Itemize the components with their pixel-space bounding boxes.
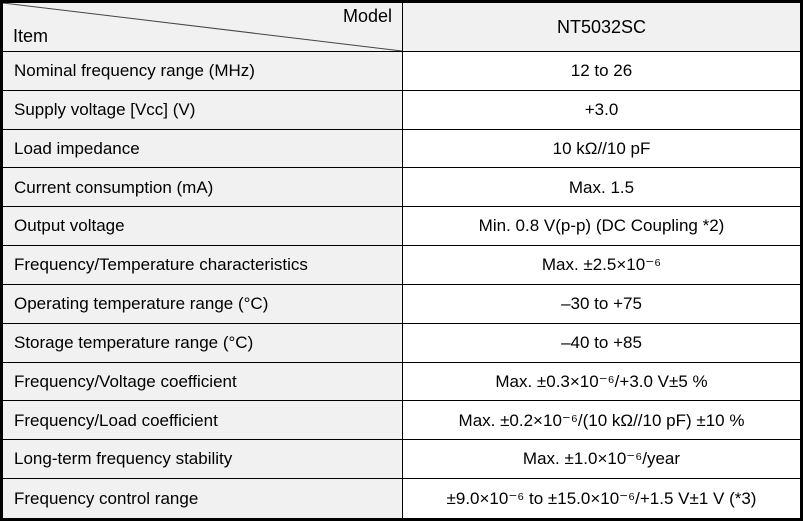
item-cell-load-impedance: Load impedance [3,129,403,169]
item-cell-supply-voltage: Supply voltage [Vᴄᴄ] (V) [3,90,403,130]
value-cell-frequency-voltage-coefficient: Max. ±0.3×10⁻⁶/+3.0 V±5 % [403,362,800,402]
value-cell-long-term-frequency-stability: Max. ±1.0×10⁻⁶/year [403,440,800,480]
value-cell-current-consumption: Max. 1.5 [403,168,800,208]
header-model-name: NT5032SC [403,3,800,52]
item-cell-frequency-temperature-characteristics: Frequency/Temperature characteristics [3,246,403,285]
item-cell-frequency-control-range: Frequency control range [3,479,403,518]
value-cell-operating-temperature-range: –30 to +75 [403,284,800,324]
header-item-label: Item [13,26,49,46]
value-cell-supply-voltage: +3.0 [403,90,800,130]
item-cell-frequency-load-coefficient: Frequency/Load coefficient [3,401,403,441]
item-cell-frequency-voltage-coefficient: Frequency/Voltage coefficient [3,362,403,402]
header-corner-cell: Model Item [3,3,403,52]
item-cell-long-term-frequency-stability: Long-term frequency stability [3,440,403,480]
header-model-label: Model [342,6,392,26]
value-cell-output-voltage: Min. 0.8 V(p-p) (DC Coupling *2) [403,207,800,247]
value-cell-frequency-load-coefficient: Max. ±0.2×10⁻⁶/(10 kΩ//10 pF) ±10 % [403,401,800,441]
item-cell-current-consumption: Current consumption (mA) [3,168,403,208]
item-cell-output-voltage: Output voltage [3,207,403,247]
value-cell-load-impedance: 10 kΩ//10 pF [403,129,800,169]
value-cell-storage-temperature-range: –40 to +85 [403,323,800,363]
item-cell-nominal-frequency-range: Nominal frequency range (MHz) [3,52,403,91]
diagonal-divider-line [3,3,402,51]
value-cell-frequency-temperature-characteristics: Max. ±2.5×10⁻⁶ [403,246,800,285]
value-cell-nominal-frequency-range: 12 to 26 [403,52,800,91]
value-cell-frequency-control-range: ±9.0×10⁻⁶ to ±15.0×10⁻⁶/+1.5 V±1 V (*3) [403,479,800,518]
item-cell-operating-temperature-range: Operating temperature range (°C) [3,284,403,324]
item-cell-storage-temperature-range: Storage temperature range (°C) [3,323,403,363]
